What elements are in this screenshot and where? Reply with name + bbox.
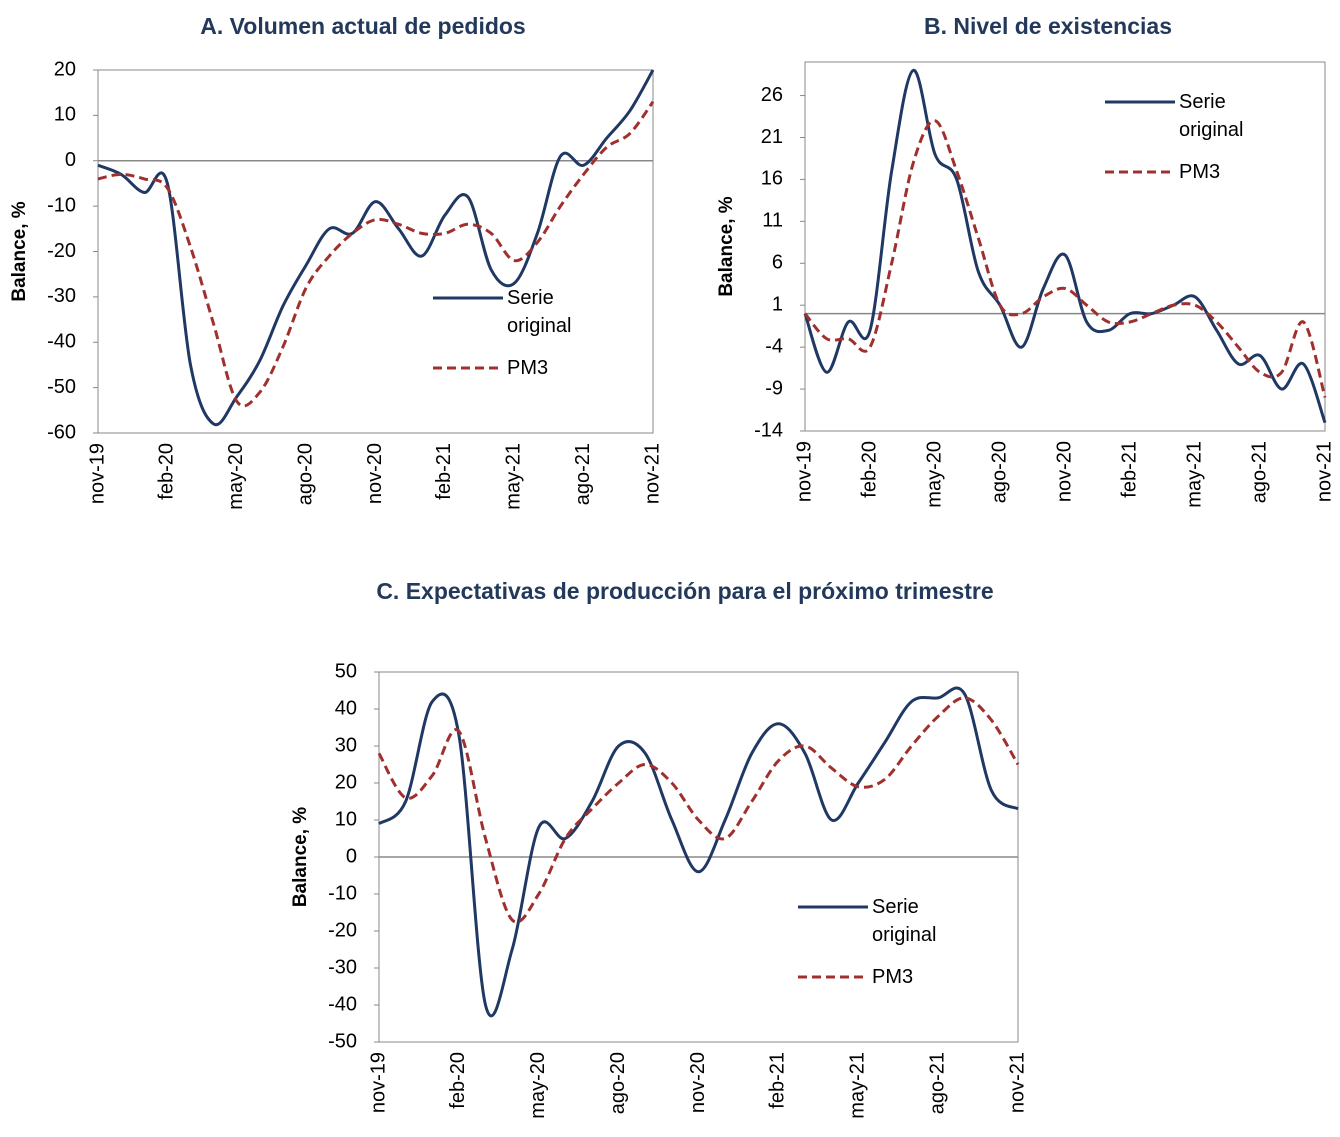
y-tick-label: -40 bbox=[328, 993, 357, 1015]
legend-label: PM3 bbox=[872, 966, 914, 988]
x-tick-label: nov-19 bbox=[367, 1052, 389, 1113]
x-tick-label: ago-20 bbox=[988, 441, 1010, 503]
plot-area bbox=[804, 61, 1326, 432]
chart-title: B. Nivel de existencias bbox=[924, 13, 1172, 39]
chart-title: A. Volumen actual de pedidos bbox=[200, 13, 525, 39]
x-tick-label: may-20 bbox=[923, 441, 945, 508]
x-tick-label: nov-20 bbox=[687, 1052, 709, 1113]
y-tick-label: 10 bbox=[335, 808, 357, 830]
y-tick-label: 50 bbox=[335, 660, 357, 682]
series-line bbox=[378, 686, 1019, 1018]
x-tick-label: ago-20 bbox=[607, 1052, 629, 1114]
series-line bbox=[803, 68, 1327, 424]
series-line bbox=[377, 696, 1020, 924]
x-tick-label: may-21 bbox=[503, 443, 525, 510]
x-tick-label: ago-21 bbox=[926, 1052, 948, 1114]
x-tick-label: nov-21 bbox=[1006, 1052, 1028, 1113]
chart-title: C. Expectativas de producción para el pr… bbox=[376, 578, 993, 604]
y-tick-label: -40 bbox=[47, 331, 76, 353]
x-tick-label: feb-21 bbox=[767, 1052, 789, 1109]
y-axis-label: Balance, % bbox=[290, 807, 311, 907]
y-tick-label: -20 bbox=[47, 240, 76, 262]
y-tick-label: -30 bbox=[47, 285, 76, 307]
x-tick-label: feb-21 bbox=[433, 443, 455, 500]
x-tick-label: nov-20 bbox=[364, 443, 386, 504]
y-tick-label: -14 bbox=[754, 419, 783, 441]
y-tick-label: 26 bbox=[761, 84, 783, 106]
y-tick-label: 21 bbox=[761, 126, 783, 148]
legend-label: Serie original bbox=[872, 896, 937, 946]
x-tick-label: nov-21 bbox=[641, 443, 663, 504]
y-tick-label: 11 bbox=[762, 210, 783, 232]
y-tick-label: 16 bbox=[761, 168, 783, 190]
x-tick-label: may-21 bbox=[847, 1052, 869, 1119]
x-tick-label: nov-19 bbox=[793, 441, 815, 502]
y-tick-label: 0 bbox=[65, 149, 76, 171]
x-tick-label: nov-21 bbox=[1313, 441, 1335, 502]
x-tick-label: nov-19 bbox=[86, 443, 108, 504]
legend-label: Serie original bbox=[1179, 91, 1244, 141]
legend-label: PM3 bbox=[1179, 161, 1221, 183]
series-line bbox=[803, 119, 1327, 398]
y-tick-label: 30 bbox=[335, 734, 357, 756]
y-tick-label: -30 bbox=[328, 956, 357, 978]
y-tick-label: -10 bbox=[328, 882, 357, 904]
x-tick-label: may-20 bbox=[225, 443, 247, 510]
y-tick-label: 20 bbox=[54, 58, 76, 80]
y-tick-label: -50 bbox=[47, 376, 76, 398]
y-tick-label: 20 bbox=[335, 771, 357, 793]
y-tick-label: 0 bbox=[346, 845, 357, 867]
legend-label: Serie original bbox=[507, 287, 572, 337]
y-tick-label: -10 bbox=[47, 194, 76, 216]
x-tick-label: ago-20 bbox=[294, 443, 316, 505]
y-tick-label: 10 bbox=[54, 104, 76, 126]
y-axis-label: Balance, % bbox=[9, 201, 30, 301]
series-line bbox=[97, 69, 655, 427]
y-tick-label: 6 bbox=[772, 252, 783, 274]
y-tick-label: -20 bbox=[328, 919, 357, 941]
y-tick-label: -9 bbox=[765, 377, 783, 399]
y-tick-label: -4 bbox=[765, 335, 783, 357]
y-axis-label: Balance, % bbox=[716, 196, 737, 296]
x-tick-label: may-20 bbox=[527, 1052, 549, 1119]
x-tick-label: nov-20 bbox=[1053, 441, 1075, 502]
series-line bbox=[97, 100, 655, 408]
x-tick-label: ago-21 bbox=[1248, 441, 1270, 503]
legend-label: PM3 bbox=[507, 357, 549, 379]
x-tick-label: feb-20 bbox=[447, 1052, 469, 1109]
x-tick-label: may-21 bbox=[1183, 441, 1205, 508]
x-tick-label: feb-21 bbox=[1118, 441, 1140, 498]
y-tick-label: -60 bbox=[47, 421, 76, 443]
y-tick-label: 1 bbox=[772, 293, 783, 315]
x-tick-label: feb-20 bbox=[858, 441, 880, 498]
x-tick-label: feb-20 bbox=[156, 443, 178, 500]
y-tick-label: -50 bbox=[328, 1030, 357, 1052]
y-tick-label: 40 bbox=[335, 697, 357, 719]
x-tick-label: ago-21 bbox=[572, 443, 594, 505]
